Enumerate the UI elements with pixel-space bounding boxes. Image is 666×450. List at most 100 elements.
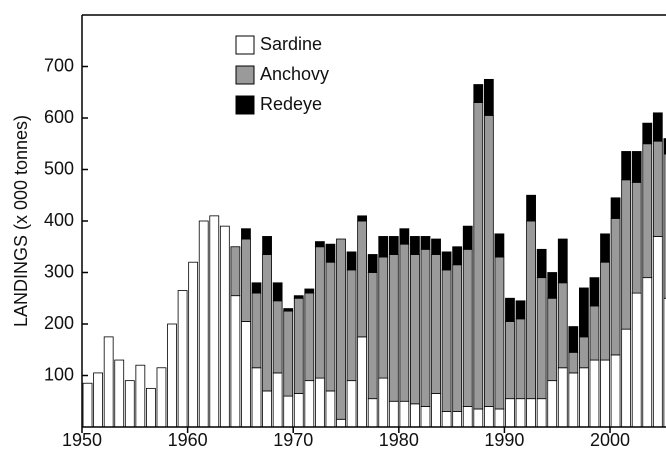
bar-segment	[557, 367, 568, 427]
x-tick-label: 1960	[168, 430, 208, 450]
bar-segment	[146, 387, 156, 427]
bar-segment	[336, 418, 346, 427]
bar-segment	[251, 282, 262, 294]
bar-segment	[93, 372, 103, 427]
bar-segment	[600, 359, 610, 427]
bar-segment	[304, 380, 315, 427]
bar-segment	[631, 151, 642, 183]
bar-segment	[462, 248, 473, 407]
bar-segment	[610, 197, 621, 219]
legend-label: Sardine	[260, 34, 322, 54]
legend-label: Redeye	[260, 94, 322, 114]
bar-segment	[642, 122, 653, 145]
bar-segment	[177, 290, 188, 427]
bar-segment	[420, 248, 431, 407]
bar-segment	[167, 323, 177, 427]
bar-segment	[579, 336, 589, 369]
y-tick-label: 200	[44, 313, 74, 333]
legend-swatch	[235, 35, 255, 55]
bar-segment	[610, 218, 621, 356]
bar-segment	[325, 261, 336, 392]
bar-segment	[431, 254, 441, 394]
bar-segment	[346, 269, 357, 382]
bar-segment	[357, 336, 368, 427]
bar-segment	[103, 336, 114, 427]
bar-segment	[241, 238, 251, 322]
bar-segment	[483, 115, 494, 407]
bar-segment	[399, 228, 410, 245]
bar-segment	[652, 112, 663, 142]
x-tick-label: 1950	[62, 430, 102, 450]
bar-segment	[505, 297, 515, 322]
bar-segment	[272, 282, 283, 302]
bar-segment	[452, 246, 463, 266]
bar-segment	[314, 241, 325, 248]
x-tick-label: 1990	[484, 430, 524, 450]
bar-segment	[621, 151, 632, 181]
bar-segment	[314, 246, 325, 379]
bar-segment	[473, 408, 484, 427]
bar-segment	[547, 380, 558, 427]
y-tick-label: 300	[44, 261, 74, 281]
bar-segment	[367, 272, 378, 400]
y-axis-label: LANDINGS (x 000 tonnes)	[11, 115, 31, 327]
bar-segment	[663, 138, 666, 155]
bar-segment	[188, 261, 199, 427]
bar-segment	[293, 297, 304, 394]
bar-segment	[410, 403, 420, 427]
x-tick-label: 2000	[590, 430, 630, 450]
bar-segment	[663, 297, 666, 427]
bar-segment	[526, 220, 536, 400]
bar-segment	[652, 236, 663, 427]
bar-segment	[336, 238, 346, 420]
bar-segment	[494, 256, 505, 410]
bar-segment	[621, 328, 632, 427]
bar-segment	[82, 382, 93, 427]
bar-segment	[483, 405, 494, 427]
bar-segment	[272, 372, 283, 427]
bar-segment	[494, 233, 505, 258]
bar-segment	[325, 243, 336, 263]
bar-segment	[283, 395, 294, 427]
bar-segment	[431, 393, 441, 427]
bar-segment	[420, 405, 431, 427]
bar-segment	[547, 272, 558, 299]
bar-segment	[557, 282, 568, 369]
y-tick-label: 600	[44, 107, 74, 127]
bar-segment	[272, 300, 283, 374]
bar-segment	[621, 179, 632, 330]
bar-segment	[346, 251, 357, 271]
bar-segment	[589, 277, 600, 307]
bar-segment	[515, 300, 526, 320]
bar-segment	[283, 308, 294, 312]
bar-segment	[304, 292, 315, 382]
bar-segment	[441, 251, 452, 271]
bar-segment	[283, 310, 294, 397]
bar-segment	[526, 398, 536, 427]
bar-segment	[631, 292, 642, 427]
bar-segment	[241, 228, 251, 240]
bar-segment	[568, 372, 579, 427]
bar-segment	[346, 380, 357, 427]
bar-segment	[135, 364, 146, 427]
bar-segment	[473, 102, 484, 410]
bar-segment	[547, 297, 558, 382]
bar-segment	[568, 351, 579, 374]
bar-segment	[441, 411, 452, 427]
bar-segment	[219, 225, 230, 427]
bar-segment	[441, 269, 452, 412]
bar-segment	[293, 295, 304, 299]
bar-segment	[399, 243, 410, 402]
y-tick-label: 100	[44, 364, 74, 384]
bar-segment	[378, 236, 389, 258]
bar-segment	[230, 295, 241, 427]
y-tick-label: 500	[44, 158, 74, 178]
bar-segment	[304, 288, 315, 294]
bar-segment	[388, 254, 399, 402]
bar-segment	[420, 236, 431, 250]
bar-segment	[431, 238, 441, 255]
bar-segment	[262, 254, 272, 392]
bar-segment	[473, 84, 484, 103]
